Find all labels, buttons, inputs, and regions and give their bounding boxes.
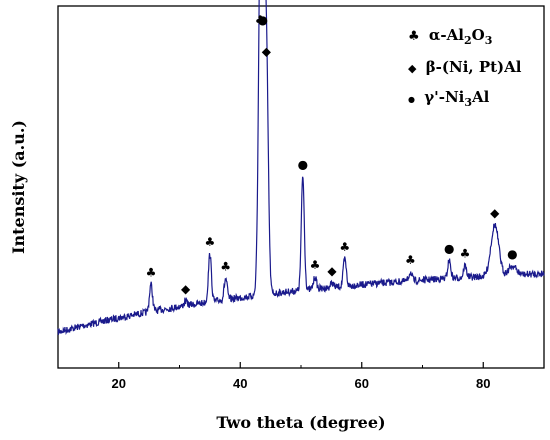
beta-nipt-al-marker-icon: ◆ [181, 282, 191, 296]
x-tick-label-20: 20 [112, 376, 126, 391]
alpha-al2o3-marker-icon: ♣ [255, 13, 266, 27]
x-tick-label-40: 40 [233, 376, 247, 391]
x-tick-label-60: 60 [355, 376, 369, 391]
alpha-al2o3-marker-icon: ♣ [339, 240, 350, 254]
xrd-pattern-line [57, 0, 545, 336]
alpha-al2o3-marker-icon: ♣ [220, 260, 231, 274]
gamma-ni3al-marker-icon: ● [507, 247, 517, 261]
alpha-al2o3-marker-icon: ♣ [146, 266, 157, 280]
legend-item-gamma: ● γ'-Ni3Al [408, 88, 490, 109]
beta-nipt-al-marker-icon: ◆ [327, 264, 337, 278]
y-axis-title: Intensity (a.u.) [9, 120, 28, 254]
peak-markers: ♣◆♣♣♣●◆●♣ ◆♣♣● ♣◆● [146, 13, 518, 296]
alpha-al2o3-marker-icon: ♣ [310, 258, 321, 272]
alpha-al2o3-marker-icon: ♣ [204, 235, 215, 249]
x-axis-title: Two theta (degree) [216, 413, 385, 432]
club-icon: ♣ [408, 29, 420, 44]
x-axis-tick-labels: 20 40 60 80 [112, 376, 491, 391]
beta-nipt-al-marker-icon: ◆ [490, 206, 500, 220]
x-axis-ticks [57, 362, 545, 368]
gamma-ni3al-marker-icon: ● [298, 157, 308, 171]
alpha-al2o3-marker-icon: ♣ [405, 253, 416, 267]
legend: ♣ α-Al2O3 ◆ β-(Ni, Pt)Al ● γ'-Ni3Al [408, 26, 522, 109]
dot-icon: ● [408, 94, 415, 104]
diamond-icon: ◆ [408, 62, 417, 75]
x-tick-label-80: 80 [476, 376, 490, 391]
legend-item-alpha: ♣ α-Al2O3 [408, 26, 492, 47]
alpha-al2o3-marker-icon: ♣ [460, 247, 471, 261]
beta-nipt-al-marker-icon: ◆ [262, 44, 272, 58]
gamma-ni3al-marker-icon: ● [257, 13, 267, 27]
gamma-ni3al-marker-icon: ● [444, 241, 454, 255]
legend-item-beta: ◆ β-(Ni, Pt)Al [408, 58, 522, 76]
